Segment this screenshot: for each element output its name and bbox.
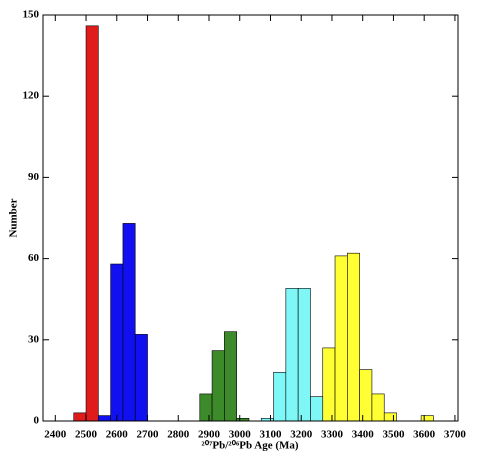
bar xyxy=(122,223,136,422)
x-tick-label: 3300 xyxy=(321,429,344,441)
x-tick-label: 3700 xyxy=(444,429,467,441)
bar xyxy=(199,393,213,422)
bar xyxy=(73,412,87,422)
bar xyxy=(224,331,237,422)
bar xyxy=(98,415,111,422)
bar xyxy=(310,396,324,422)
x-tick-label: 3000 xyxy=(229,429,252,441)
y-tick-label: 0 xyxy=(34,415,40,427)
y-axis-label: Number xyxy=(8,198,20,237)
x-tick-label: 3400 xyxy=(352,429,375,441)
x-tick-label: 2700 xyxy=(137,429,160,441)
bar xyxy=(85,25,99,422)
bar xyxy=(359,369,373,422)
x-tick-label: 2600 xyxy=(106,429,129,441)
y-tick-label: 120 xyxy=(23,90,40,102)
bar xyxy=(285,288,299,422)
x-tick-label: 3600 xyxy=(413,429,436,441)
bar xyxy=(347,252,360,422)
x-tick-label: 2500 xyxy=(75,429,98,441)
bar xyxy=(211,350,225,422)
y-tick-label: 150 xyxy=(23,9,40,21)
x-tick-label: 3200 xyxy=(290,429,313,441)
x-tick-label: 3100 xyxy=(259,429,282,441)
bar xyxy=(371,393,385,422)
bar xyxy=(297,288,311,422)
x-tick-label: 2900 xyxy=(198,429,221,441)
plot-frame xyxy=(42,14,459,422)
bar xyxy=(334,255,348,422)
x-axis-label: ²⁰⁷Pb/²⁰⁶Pb Age (Ma) xyxy=(201,440,299,452)
bar xyxy=(110,263,124,422)
bar xyxy=(134,334,148,422)
bar xyxy=(420,415,434,422)
y-tick-label: 30 xyxy=(28,333,40,345)
bar xyxy=(383,412,397,422)
x-tick-label: 3500 xyxy=(382,429,405,441)
y-tick-label: 60 xyxy=(28,252,40,264)
x-tick-label: 2400 xyxy=(44,429,67,441)
bar xyxy=(273,371,287,422)
y-tick-label: 90 xyxy=(28,171,40,183)
x-tick-label: 2800 xyxy=(167,429,190,441)
bar xyxy=(322,347,336,422)
